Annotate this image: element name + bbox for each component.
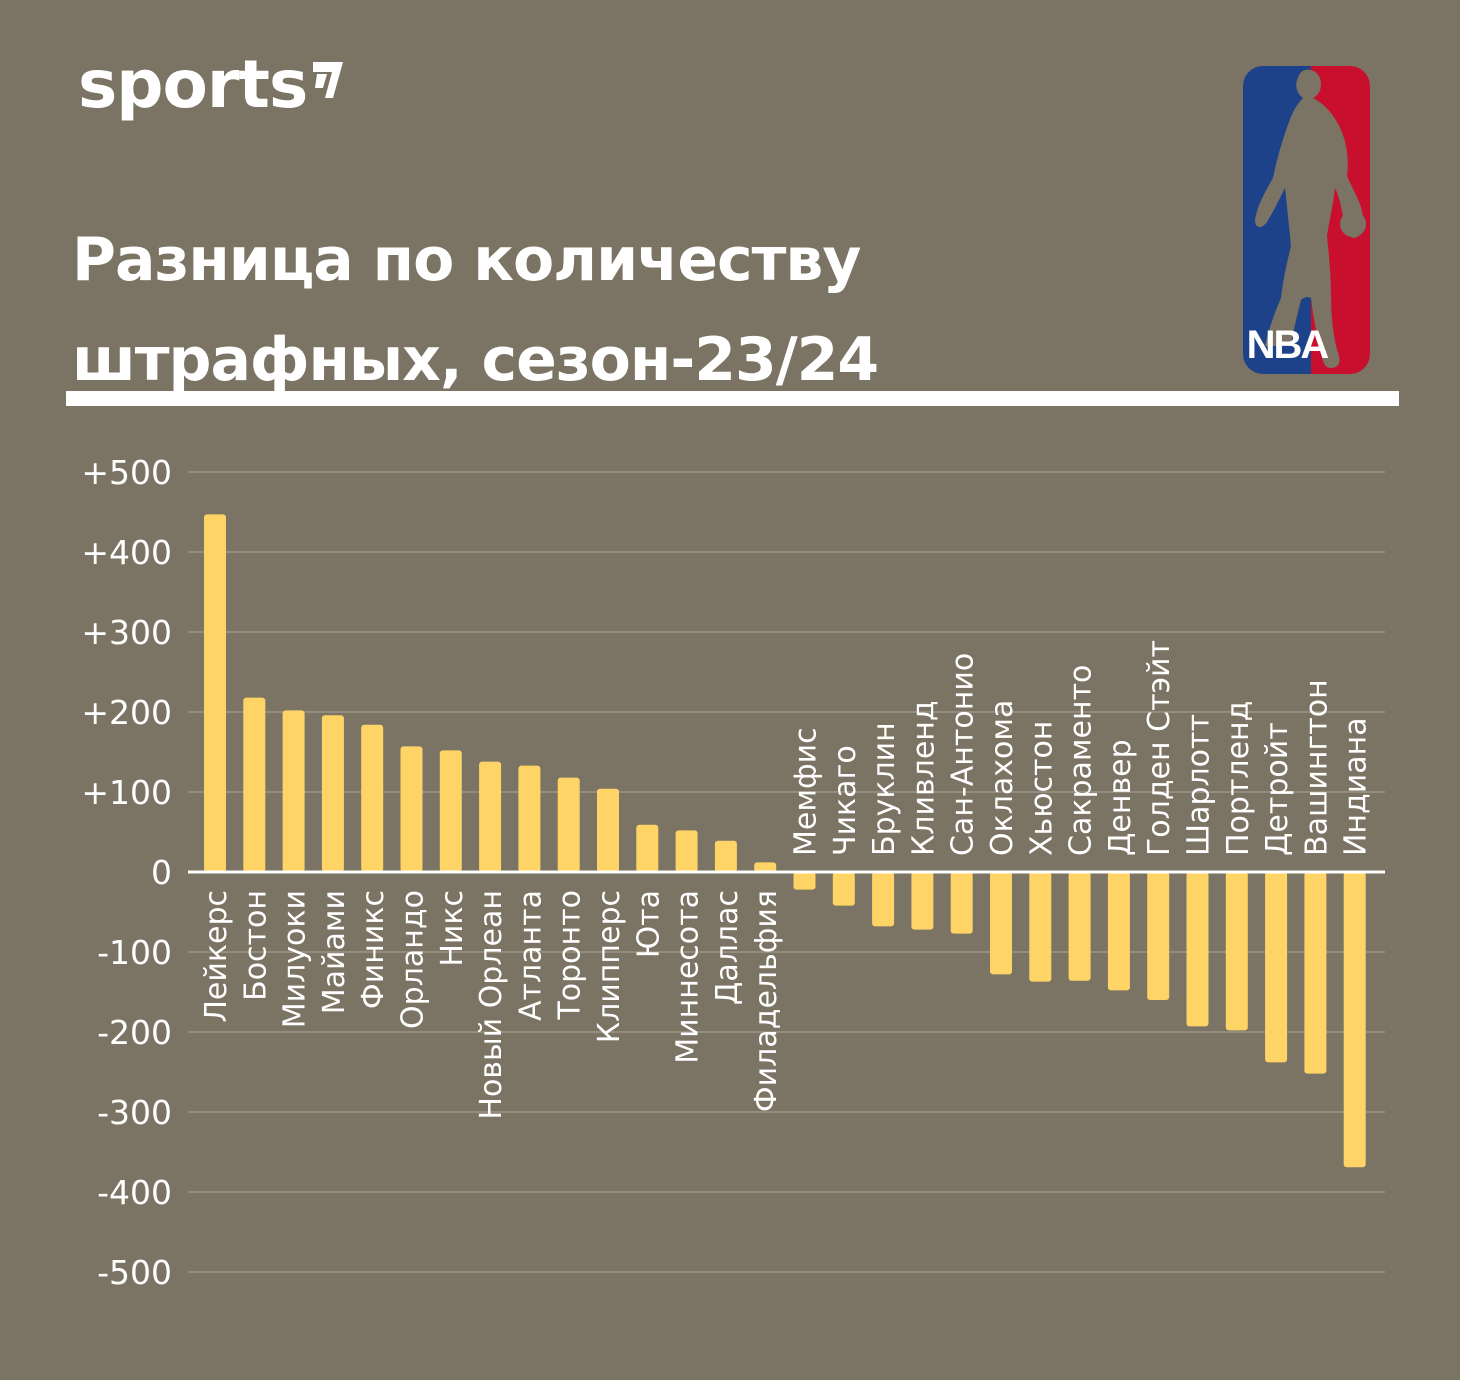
x-category-label: Лейкерс xyxy=(199,890,234,1023)
x-category-label: Хьюстон xyxy=(1024,721,1059,856)
bar xyxy=(1225,872,1248,1031)
y-tick-label: +100 xyxy=(81,773,172,812)
bar xyxy=(321,715,344,872)
chart-title-line-2: штрафных, сезон-23/24 xyxy=(72,325,879,395)
chart-title-line-1: Разница по количеству xyxy=(72,225,861,295)
x-category-label: Сан-Антонио xyxy=(946,653,981,856)
x-category-label: Чикаго xyxy=(828,745,863,856)
bar xyxy=(243,697,266,872)
bar xyxy=(439,750,462,872)
x-category-label: Кливленд xyxy=(906,700,941,856)
y-tick-label: +500 xyxy=(81,453,172,492)
bar xyxy=(1343,872,1366,1168)
nba-player-silhouette-icon xyxy=(1255,69,1365,369)
x-category-label: Бостон xyxy=(238,890,273,1001)
brand-name: sports xyxy=(78,46,308,123)
x-category-label: Финикс xyxy=(356,890,391,1009)
x-category-label: Никс xyxy=(435,890,470,967)
bar xyxy=(1186,872,1209,1027)
x-category-label: Миннесота xyxy=(671,890,706,1064)
bar xyxy=(400,746,423,872)
bar xyxy=(950,872,973,934)
x-category-label: Вашингтон xyxy=(1299,679,1334,856)
x-category-label: Денвер xyxy=(1103,739,1138,856)
bar xyxy=(479,761,502,872)
bar xyxy=(1147,872,1170,1000)
y-tick-label: -400 xyxy=(97,1173,172,1212)
y-tick-label: -200 xyxy=(97,1013,172,1052)
bar xyxy=(675,830,698,872)
bar xyxy=(518,765,541,872)
y-tick-label: +200 xyxy=(81,693,172,732)
bar xyxy=(1304,872,1327,1074)
y-tick-label: +400 xyxy=(81,533,172,572)
x-category-label: Новый Орлеан xyxy=(474,890,509,1120)
x-category-label: Оклахома xyxy=(985,700,1020,856)
bar xyxy=(204,514,226,872)
bar xyxy=(1107,872,1130,991)
x-category-label: Сакраменто xyxy=(1064,665,1099,856)
x-category-label: Детройт xyxy=(1260,722,1295,856)
x-category-label: Шарлотт xyxy=(1182,714,1217,856)
bar xyxy=(872,872,895,927)
x-category-label: Майами xyxy=(317,890,352,1014)
nba-ball-icon xyxy=(1340,211,1366,237)
bar xyxy=(636,824,659,872)
title-divider xyxy=(66,391,1399,406)
sports-logo: sports xyxy=(78,52,345,118)
nba-logo: NBA xyxy=(1243,66,1370,374)
x-category-label: Бруклин xyxy=(867,722,902,856)
y-tick-label: -300 xyxy=(97,1093,172,1132)
x-category-label: Голден Стэйт xyxy=(1142,640,1177,856)
bar xyxy=(754,862,777,872)
bar xyxy=(361,724,384,872)
bar xyxy=(832,872,855,906)
brand-mark-icon xyxy=(313,62,344,98)
nba-logo-text: NBA xyxy=(1247,323,1329,367)
x-category-label: Атланта xyxy=(513,890,548,1021)
bar xyxy=(793,872,816,890)
bar xyxy=(990,872,1012,975)
bar xyxy=(911,872,934,930)
bar xyxy=(714,840,737,872)
x-category-label: Юта xyxy=(631,890,666,958)
y-tick-label: -100 xyxy=(97,933,172,972)
bar xyxy=(1265,872,1288,1063)
x-category-label: Клипперс xyxy=(592,890,627,1043)
bar xyxy=(282,710,305,872)
y-tick-label: -500 xyxy=(97,1253,172,1292)
x-category-label: Индиана xyxy=(1339,717,1374,856)
x-category-label: Орландо xyxy=(396,890,431,1029)
x-category-label: Мемфис xyxy=(789,727,824,856)
x-category-label: Торонто xyxy=(553,890,588,1021)
y-tick-label: +300 xyxy=(81,613,172,652)
bar xyxy=(597,788,619,872)
x-category-label: Милуоки xyxy=(278,890,313,1028)
chart-title: Разница по количеству штрафных, сезон-23… xyxy=(72,210,879,410)
bar xyxy=(1029,872,1052,982)
x-category-label: Филадельфия xyxy=(749,890,784,1112)
x-category-label: Портленд xyxy=(1221,701,1256,856)
bar xyxy=(557,777,580,872)
x-category-label: Даллас xyxy=(710,890,745,1005)
y-tick-label: 0 xyxy=(151,853,172,892)
bar xyxy=(1068,872,1091,981)
